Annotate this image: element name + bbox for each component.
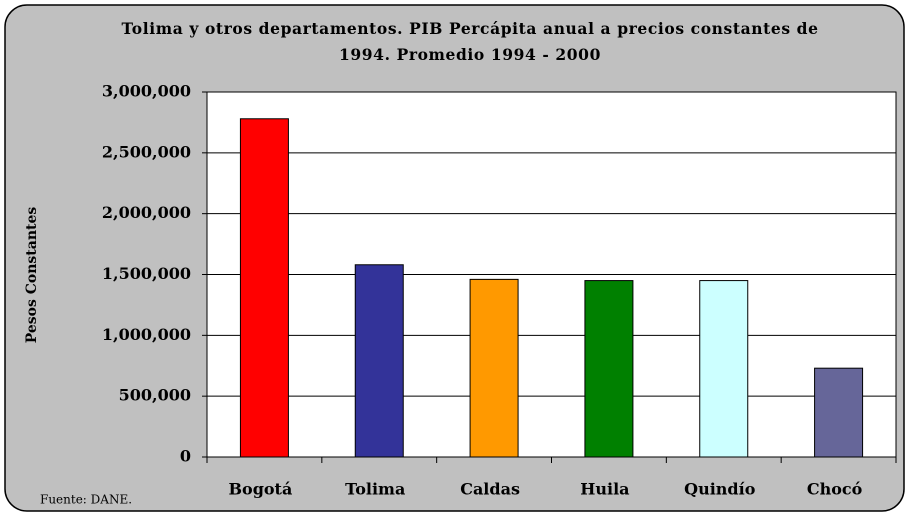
y-tick-label: 1,000,000: [102, 325, 191, 344]
y-tick-label: 0: [180, 447, 191, 466]
x-tick-label: Tolima: [345, 480, 405, 499]
x-tick-label: Chocó: [807, 480, 863, 499]
x-tick-label: Huila: [580, 480, 629, 499]
x-tick-label: Bogotá: [229, 480, 293, 499]
y-tick-label: 500,000: [119, 386, 191, 405]
chart-title: Tolima y otros departamentos. PIB Percáp…: [121, 19, 819, 64]
bar: [814, 367, 864, 458]
bar: [699, 280, 749, 458]
y-tick-label: 1,500,000: [102, 264, 191, 283]
bar: [239, 118, 289, 458]
y-tick-label: 3,000,000: [102, 82, 191, 101]
y-tick-label: 2,500,000: [102, 142, 191, 161]
bar: [354, 264, 404, 458]
y-tick-label: 2,000,000: [102, 203, 191, 222]
y-axis-label: Pesos Constantes: [24, 207, 40, 344]
x-tick-label: Caldas: [460, 480, 520, 499]
x-tick-label: Quindío: [684, 480, 756, 499]
bar: [469, 278, 519, 458]
bar: [584, 280, 634, 458]
source-note: Fuente: DANE.: [40, 493, 132, 507]
